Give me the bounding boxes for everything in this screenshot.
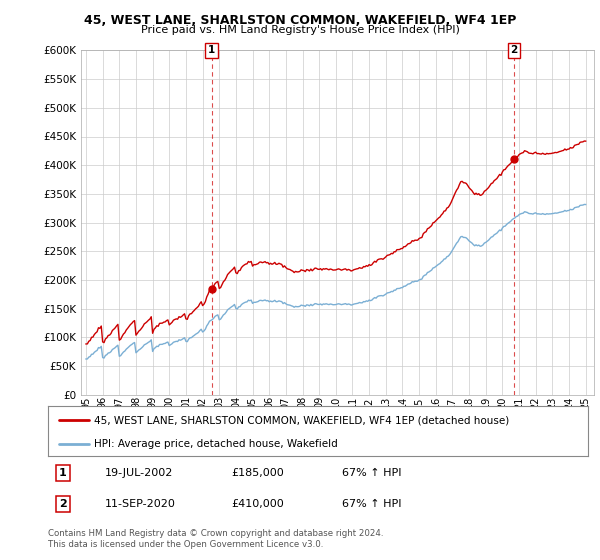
- Text: £410,000: £410,000: [231, 499, 284, 509]
- Text: 19-JUL-2002: 19-JUL-2002: [105, 468, 173, 478]
- Text: 11-SEP-2020: 11-SEP-2020: [105, 499, 176, 509]
- Text: Price paid vs. HM Land Registry's House Price Index (HPI): Price paid vs. HM Land Registry's House …: [140, 25, 460, 35]
- Text: 45, WEST LANE, SHARLSTON COMMON, WAKEFIELD, WF4 1EP: 45, WEST LANE, SHARLSTON COMMON, WAKEFIE…: [84, 14, 516, 27]
- Text: £185,000: £185,000: [231, 468, 284, 478]
- Text: 45, WEST LANE, SHARLSTON COMMON, WAKEFIELD, WF4 1EP (detached house): 45, WEST LANE, SHARLSTON COMMON, WAKEFIE…: [94, 415, 509, 425]
- Text: Contains HM Land Registry data © Crown copyright and database right 2024.
This d: Contains HM Land Registry data © Crown c…: [48, 529, 383, 549]
- Text: 67% ↑ HPI: 67% ↑ HPI: [342, 468, 401, 478]
- Text: 1: 1: [208, 45, 215, 55]
- Text: HPI: Average price, detached house, Wakefield: HPI: Average price, detached house, Wake…: [94, 439, 338, 449]
- Text: 67% ↑ HPI: 67% ↑ HPI: [342, 499, 401, 509]
- Text: 2: 2: [59, 499, 67, 509]
- Text: 2: 2: [511, 45, 518, 55]
- Text: 1: 1: [59, 468, 67, 478]
